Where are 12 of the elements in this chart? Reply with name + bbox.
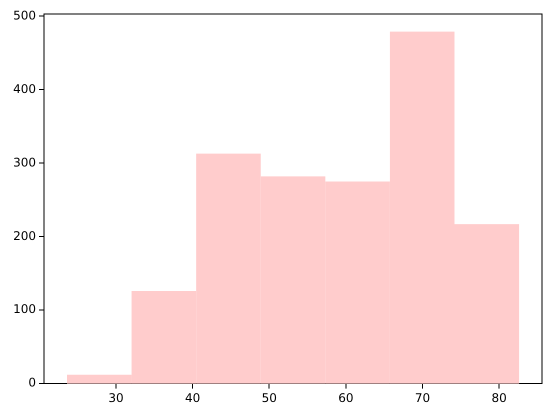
- y-tick-label: 500: [13, 8, 36, 22]
- y-tick-label: 100: [13, 302, 36, 316]
- y-tick-label: 300: [13, 155, 36, 170]
- y-tick-label: 0: [28, 376, 36, 390]
- x-tick-label: 70: [414, 390, 430, 405]
- y-tick-label: 200: [13, 228, 36, 243]
- x-tick-label: 50: [262, 390, 277, 405]
- x-tick-label: 60: [338, 390, 354, 405]
- x-tick-label: 30: [108, 390, 124, 405]
- y-tick-label: 400: [13, 82, 36, 96]
- x-tick-label: 80: [491, 390, 507, 405]
- x-tick-label: 40: [184, 390, 200, 405]
